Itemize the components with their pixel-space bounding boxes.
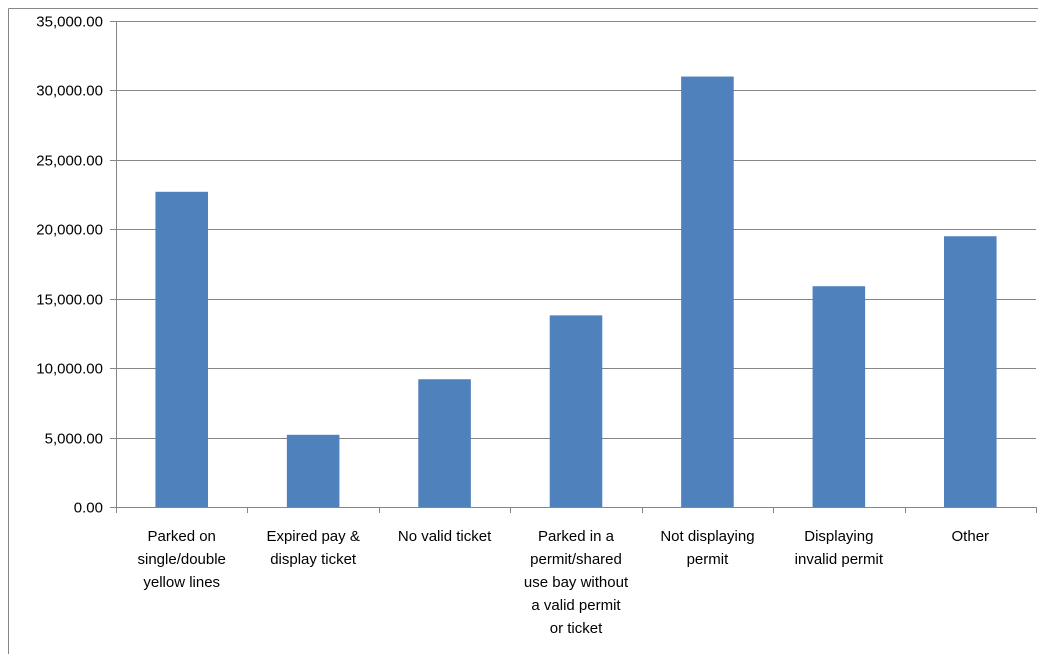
bar (155, 191, 208, 507)
x-tick-label: Parked on single/double yellow lines (138, 528, 226, 591)
bar (549, 315, 603, 507)
bar (286, 434, 340, 507)
bars (155, 76, 997, 508)
y-tick-label: 20,000.00 (36, 222, 103, 239)
axes (116, 21, 1037, 513)
x-tick-label: No valid ticket (398, 528, 492, 545)
y-tick-label: 10,000.00 (36, 361, 103, 378)
x-tick-label: Not displaying permit (660, 528, 754, 568)
y-tick-label: 25,000.00 (36, 153, 103, 170)
x-tick-labels: Parked on single/double yellow lines Expire… (138, 528, 990, 637)
y-tick-label: 0.00 (74, 500, 103, 517)
x-tick-label: Expired pay & display ticket (266, 528, 359, 568)
x-tick-label: Parked in a permit/shared use bay without a… (524, 528, 629, 637)
bar (418, 379, 471, 507)
chart-border (8, 8, 1038, 654)
y-tick-label: 15,000.00 (36, 292, 103, 309)
x-tick-label: Displaying invalid permit (795, 528, 884, 568)
y-tick-labels: 0.00 5,000.00 10,000.00 15,000.00 20,000.00 2… (36, 14, 103, 517)
x-tick-label: Other (952, 528, 990, 545)
y-tick-label: 35,000.00 (36, 14, 103, 31)
y-tick-label: 30,000.00 (36, 83, 103, 100)
bar (681, 76, 734, 508)
y-tick-label: 5,000.00 (45, 431, 103, 448)
bar (812, 286, 866, 507)
bar (944, 236, 997, 507)
